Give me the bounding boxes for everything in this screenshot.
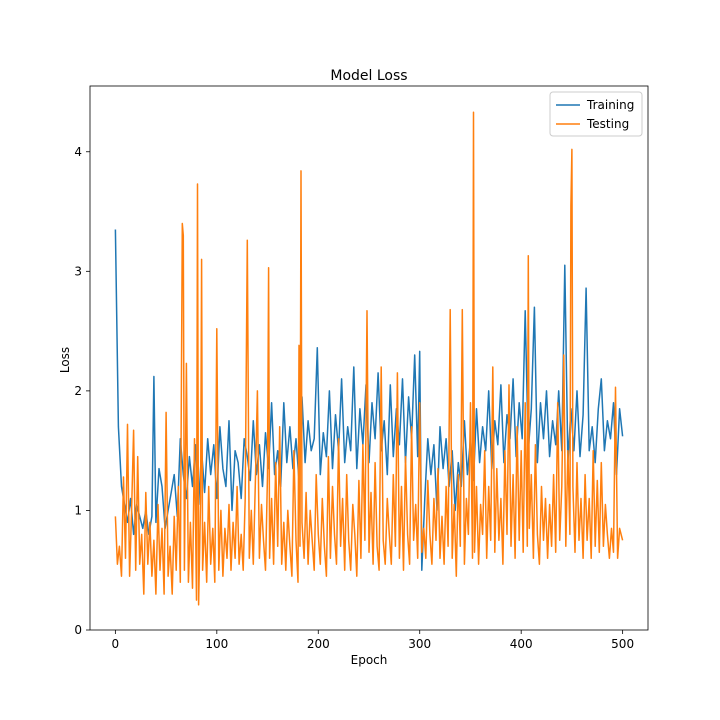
x-tick-label: 500 bbox=[611, 637, 634, 651]
chart-title: Model Loss bbox=[330, 68, 407, 84]
y-tick-label: 2 bbox=[74, 384, 82, 398]
legend-label-testing: Testing bbox=[586, 117, 629, 131]
series-lines bbox=[114, 111, 624, 606]
x-tick-label: 300 bbox=[408, 637, 431, 651]
y-tick-label: 4 bbox=[74, 145, 82, 159]
y-tick-label: 3 bbox=[74, 264, 82, 278]
y-axis-label: Loss bbox=[58, 347, 72, 373]
x-tick-label: 100 bbox=[205, 637, 228, 651]
plot-area bbox=[89, 85, 649, 631]
series-line-testing bbox=[114, 111, 624, 606]
y-tick-label: 0 bbox=[74, 623, 82, 637]
x-tick-label: 0 bbox=[112, 637, 120, 651]
legend: Training Testing bbox=[549, 91, 643, 137]
legend-box bbox=[549, 91, 643, 137]
legend-label-training: Training bbox=[586, 98, 634, 112]
x-axis: 0 100 200 300 400 500 bbox=[112, 630, 634, 651]
x-axis-label: Epoch bbox=[351, 653, 388, 667]
x-tick-label: 200 bbox=[307, 637, 330, 651]
y-axis: 0 1 2 3 4 bbox=[74, 145, 90, 637]
x-tick-label: 400 bbox=[510, 637, 533, 651]
y-tick-label: 1 bbox=[74, 503, 82, 517]
